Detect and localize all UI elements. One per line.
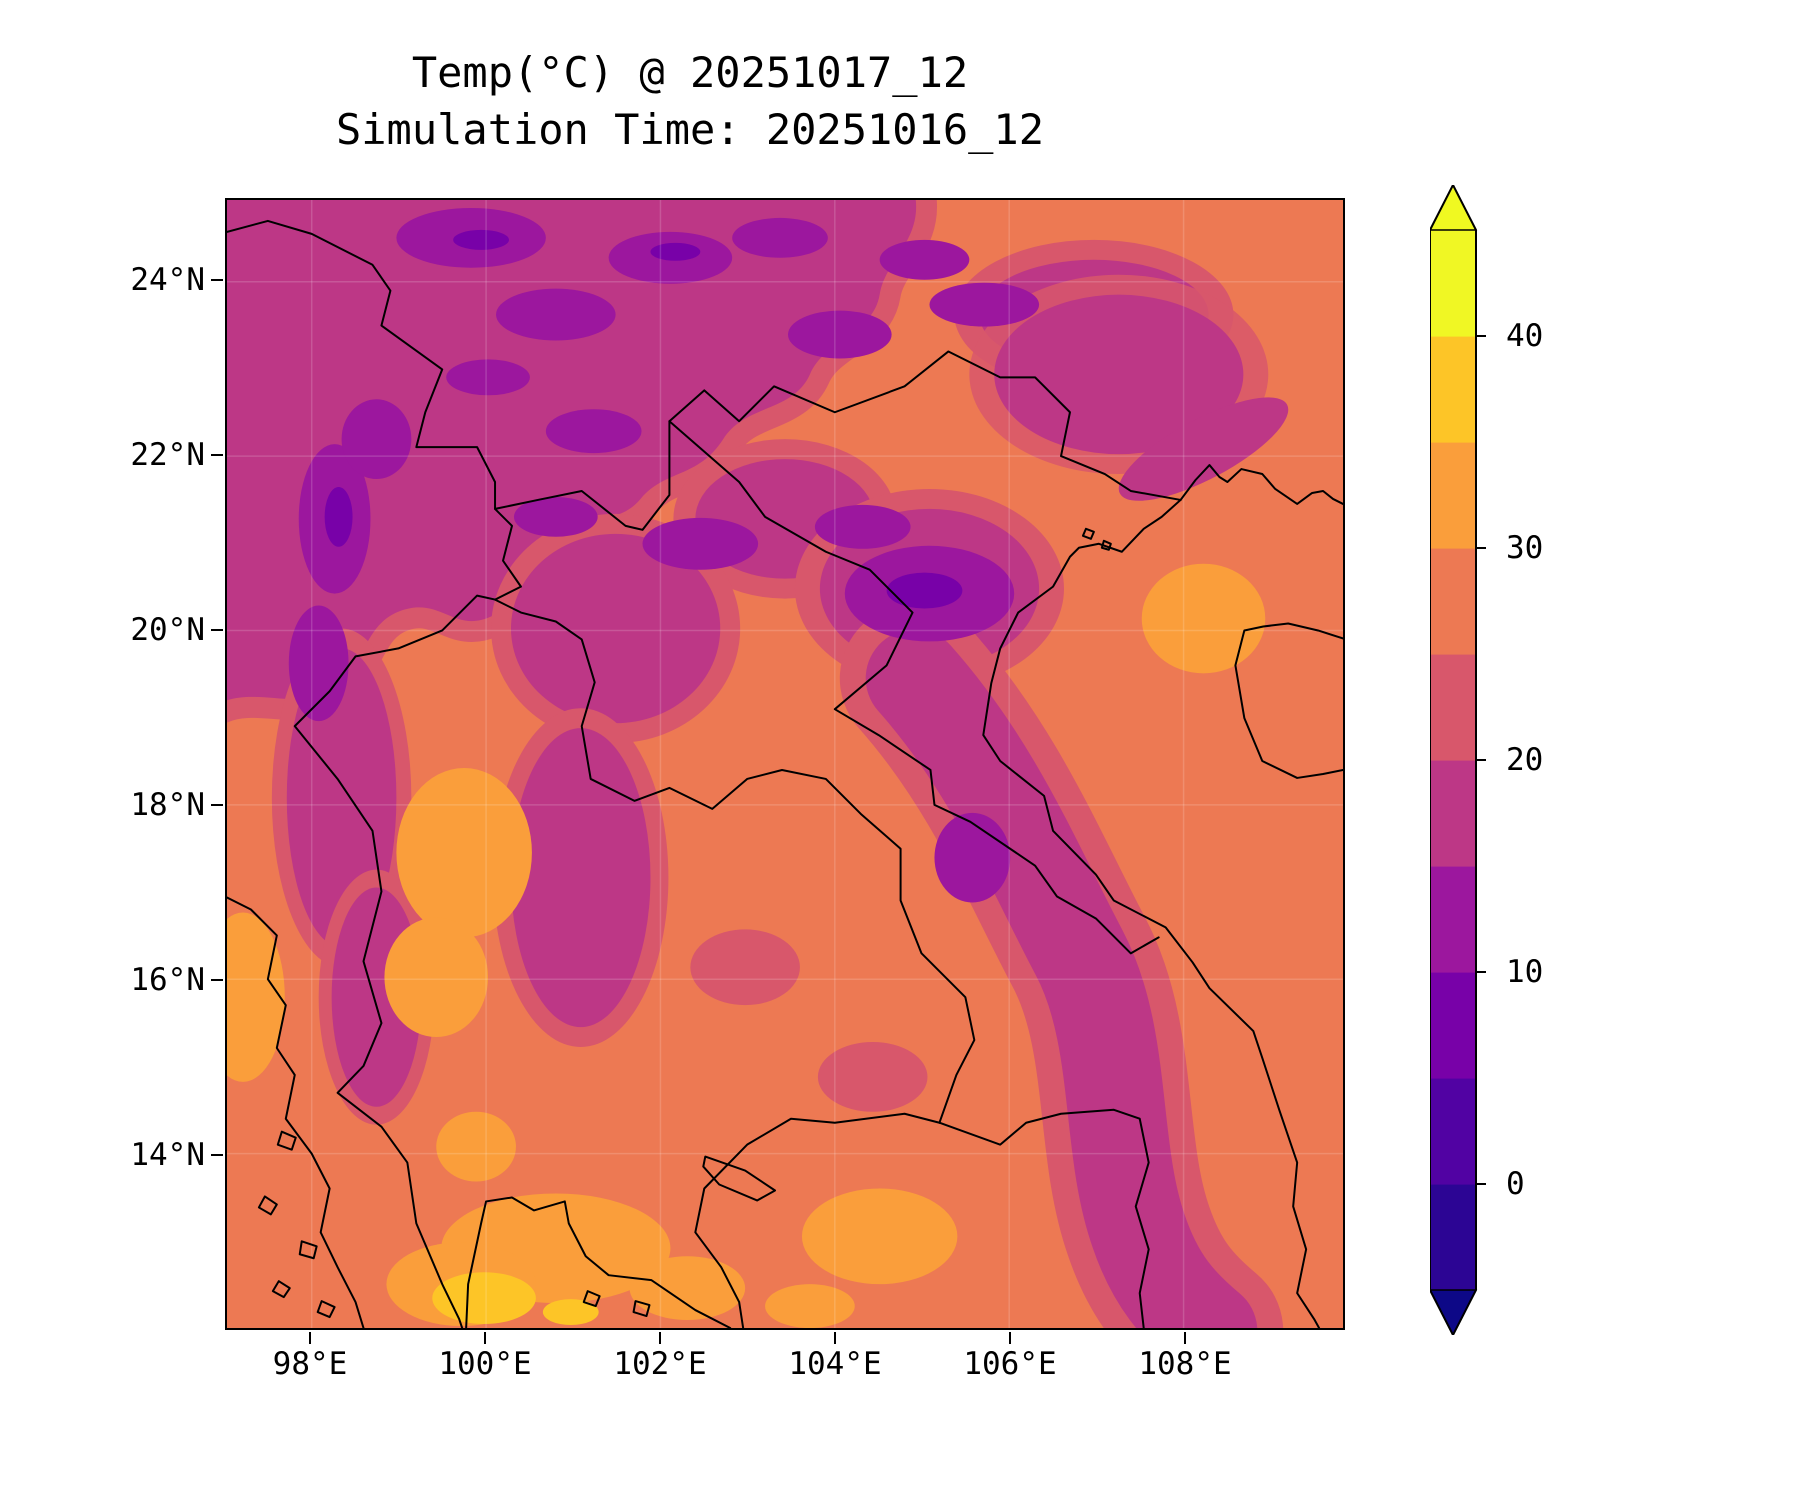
contour-field: [227, 200, 1343, 1328]
y-tick-label-22n: 22°N: [130, 437, 205, 473]
y-tick-mark: [211, 979, 223, 981]
colorbar-label-40: 40: [1506, 318, 1544, 354]
temperature-contour-map: [227, 200, 1343, 1328]
x-tick-mark: [309, 1332, 311, 1344]
chart-title-line2: Simulation Time: 20251016_12: [335, 105, 1044, 154]
colorbar-label-10: 10: [1506, 954, 1544, 990]
y-tick-label-24n: 24°N: [130, 262, 205, 298]
x-tick-label-100e: 100°E: [438, 1346, 532, 1382]
colorbar-over-arrow: [1428, 183, 1478, 231]
x-tick-mark: [484, 1332, 486, 1344]
y-tick-label-14n: 14°N: [130, 1137, 205, 1173]
y-tick-mark: [211, 454, 223, 456]
x-tick-mark: [834, 1332, 836, 1344]
country-borders: [227, 219, 1343, 1328]
y-tick-mark: [211, 1154, 223, 1156]
x-tick-mark: [659, 1332, 661, 1344]
y-tick-mark: [211, 629, 223, 631]
colorbar-tick-marks: [1476, 335, 1486, 1185]
graticule: [227, 200, 1343, 1328]
colorbar-graphic: [1428, 182, 1486, 1338]
x-tick-label-98e: 98°E: [272, 1346, 348, 1382]
x-tick-label-106e: 106°E: [963, 1346, 1057, 1382]
y-tick-label-20n: 20°N: [130, 612, 205, 648]
x-tick-label-108e: 108°E: [1138, 1346, 1232, 1382]
colorbar-under-arrow: [1428, 1289, 1478, 1337]
colorbar: [1428, 182, 1488, 1338]
figure-title: Temp(°C) @ 20251017_12 Simulation Time: …: [225, 44, 1155, 158]
x-tick-label-104e: 104°E: [788, 1346, 882, 1382]
colorbar-bands: [1430, 230, 1476, 1291]
x-tick-label-102e: 102°E: [613, 1346, 707, 1382]
map-plot-area: [225, 198, 1345, 1330]
colorbar-outline: [1429, 182, 1477, 1338]
colorbar-label-20: 20: [1506, 742, 1544, 778]
x-tick-mark: [1009, 1332, 1011, 1344]
y-tick-label-16n: 16°N: [130, 962, 205, 998]
colorbar-label-0: 0: [1506, 1166, 1525, 1202]
x-tick-mark: [1184, 1332, 1186, 1344]
y-tick-mark: [211, 279, 223, 281]
chart-title-line1: Temp(°C) @ 20251017_12: [411, 48, 969, 97]
y-tick-mark: [211, 804, 223, 806]
colorbar-label-30: 30: [1506, 530, 1544, 566]
y-tick-label-18n: 18°N: [130, 787, 205, 823]
